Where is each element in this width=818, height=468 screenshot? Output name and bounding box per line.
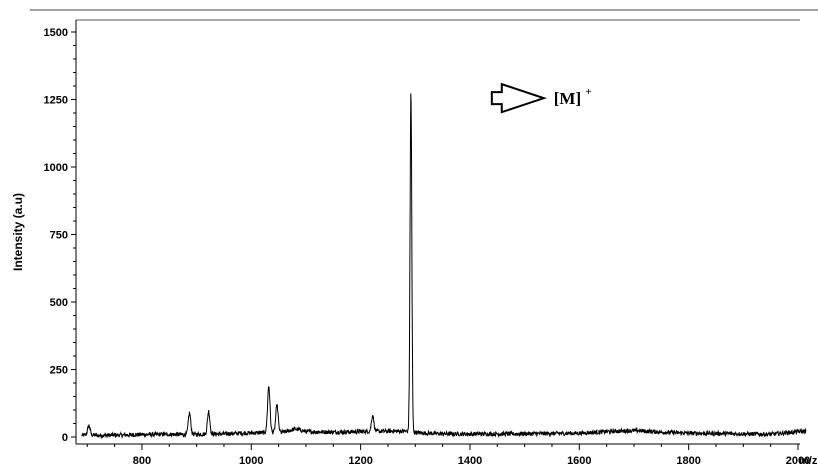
annotation-label-superscript: + [585, 86, 591, 98]
x-tick-label: 2000 [786, 455, 810, 467]
annotation-label: [M] + [554, 86, 592, 108]
spectrum-series-line [81, 93, 807, 440]
annotation-label-main: [M] [554, 89, 581, 108]
y-tick-label: 1250 [44, 95, 68, 107]
x-tick-label: 1400 [458, 455, 482, 467]
x-tick-label: 1000 [239, 455, 263, 467]
y-tick-label: 750 [50, 230, 68, 242]
x-axis-label: m/z [799, 455, 818, 467]
x-tick-label: 1800 [676, 455, 700, 467]
x-axis-ticks: 800 1000 1200 1400 1600 1800 2000 [86, 444, 810, 467]
y-axis-ticks: 0 250 500 750 1000 1250 1500 [44, 27, 76, 444]
y-axis-label: Intensity (a.u) [11, 193, 25, 271]
y-tick-label: 250 [50, 365, 68, 377]
molecular-ion-annotation: [M] + [490, 82, 592, 114]
y-tick-label: 0 [62, 432, 68, 444]
x-tick-label: 800 [133, 455, 151, 467]
x-tick-label: 1600 [567, 455, 591, 467]
arrow-right-icon [490, 82, 547, 114]
y-tick-label: 500 [50, 297, 68, 309]
y-tick-label: 1500 [44, 27, 68, 39]
x-tick-label: 1200 [348, 455, 372, 467]
y-tick-label: 1000 [44, 162, 68, 174]
